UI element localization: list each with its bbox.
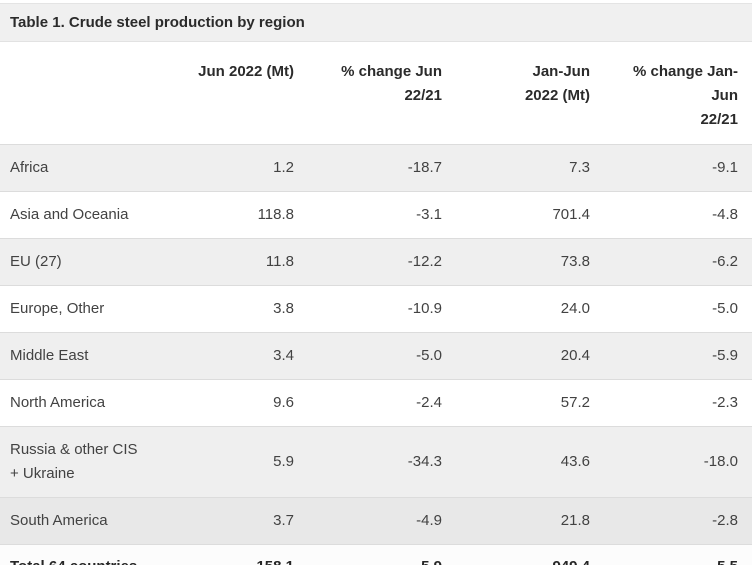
region-cell: Middle East [0,332,160,380]
table-row: South America 3.7 -4.9 21.8 -2.8 [0,497,752,545]
value-cell: 3.7 [160,497,308,545]
total-value-cell: 158.1 [160,544,308,565]
column-header-jan-jun-2022: Jan-Jun 2022 (Mt) [456,42,604,145]
region-cell: EU (27) [0,238,160,286]
total-value-cell: 949.4 [456,544,604,565]
column-header-pct-change-jan-jun: % change Jan-Jun 22/21 [604,42,752,145]
value-cell: -18.7 [308,144,456,192]
value-cell: -34.3 [308,426,456,498]
value-cell: 73.8 [456,238,604,286]
value-cell: -5.0 [308,332,456,380]
value-cell: -4.8 [604,191,752,239]
column-header-pct-change-jun: % change Jun 22/21 [308,42,456,145]
value-cell: -9.1 [604,144,752,192]
value-cell: 5.9 [160,426,308,498]
table-row: Africa 1.2 -18.7 7.3 -9.1 [0,144,752,192]
table-row: Europe, Other 3.8 -10.9 24.0 -5.0 [0,285,752,333]
region-cell: Asia and Oceania [0,191,160,239]
total-row: Total 64 countries 158.1 -5.9 949.4 -5.5 [0,544,752,565]
value-cell: 24.0 [456,285,604,333]
table-body: Africa 1.2 -18.7 7.3 -9.1 Asia and Ocean… [0,144,752,565]
table-header: Jun 2022 (Mt) % change Jun 22/21 Jan-Jun… [0,42,752,145]
value-cell: 21.8 [456,497,604,545]
value-cell: 43.6 [456,426,604,498]
value-cell: 20.4 [456,332,604,380]
value-cell: -2.4 [308,379,456,427]
table-row: Asia and Oceania 118.8 -3.1 701.4 -4.8 [0,191,752,239]
value-cell: 9.6 [160,379,308,427]
value-cell: 7.3 [456,144,604,192]
value-cell: -4.9 [308,497,456,545]
value-cell: -6.2 [604,238,752,286]
value-cell: 3.8 [160,285,308,333]
column-header-jun-2022: Jun 2022 (Mt) [160,42,308,145]
total-value-cell: -5.9 [308,544,456,565]
value-cell: -18.0 [604,426,752,498]
total-label-cell: Total 64 countries [0,544,160,565]
table-row: Russia & other CIS + Ukraine 5.9 -34.3 4… [0,426,752,498]
value-cell: 118.8 [160,191,308,239]
page-title: Table 1. Crude steel production by regio… [10,14,305,31]
table-row: EU (27) 11.8 -12.2 73.8 -6.2 [0,238,752,286]
region-cell: South America [0,497,160,545]
value-cell: 1.2 [160,144,308,192]
region-cell: Europe, Other [0,285,160,333]
value-cell: -5.9 [604,332,752,380]
value-cell: -12.2 [308,238,456,286]
value-cell: -5.0 [604,285,752,333]
region-cell: Africa [0,144,160,192]
value-cell: -2.8 [604,497,752,545]
table-title-bar: Table 1. Crude steel production by regio… [0,3,752,42]
header-row: Jun 2022 (Mt) % change Jun 22/21 Jan-Jun… [0,42,752,145]
crude-steel-production-table: Jun 2022 (Mt) % change Jun 22/21 Jan-Jun… [0,42,752,565]
value-cell: 57.2 [456,379,604,427]
total-value-cell: -5.5 [604,544,752,565]
table-row: North America 9.6 -2.4 57.2 -2.3 [0,379,752,427]
region-cell: Russia & other CIS + Ukraine [0,426,160,498]
column-header-region [0,42,160,145]
region-cell: North America [0,379,160,427]
value-cell: -10.9 [308,285,456,333]
value-cell: 701.4 [456,191,604,239]
value-cell: 11.8 [160,238,308,286]
value-cell: -3.1 [308,191,456,239]
table-row: Middle East 3.4 -5.0 20.4 -5.9 [0,332,752,380]
value-cell: -2.3 [604,379,752,427]
value-cell: 3.4 [160,332,308,380]
